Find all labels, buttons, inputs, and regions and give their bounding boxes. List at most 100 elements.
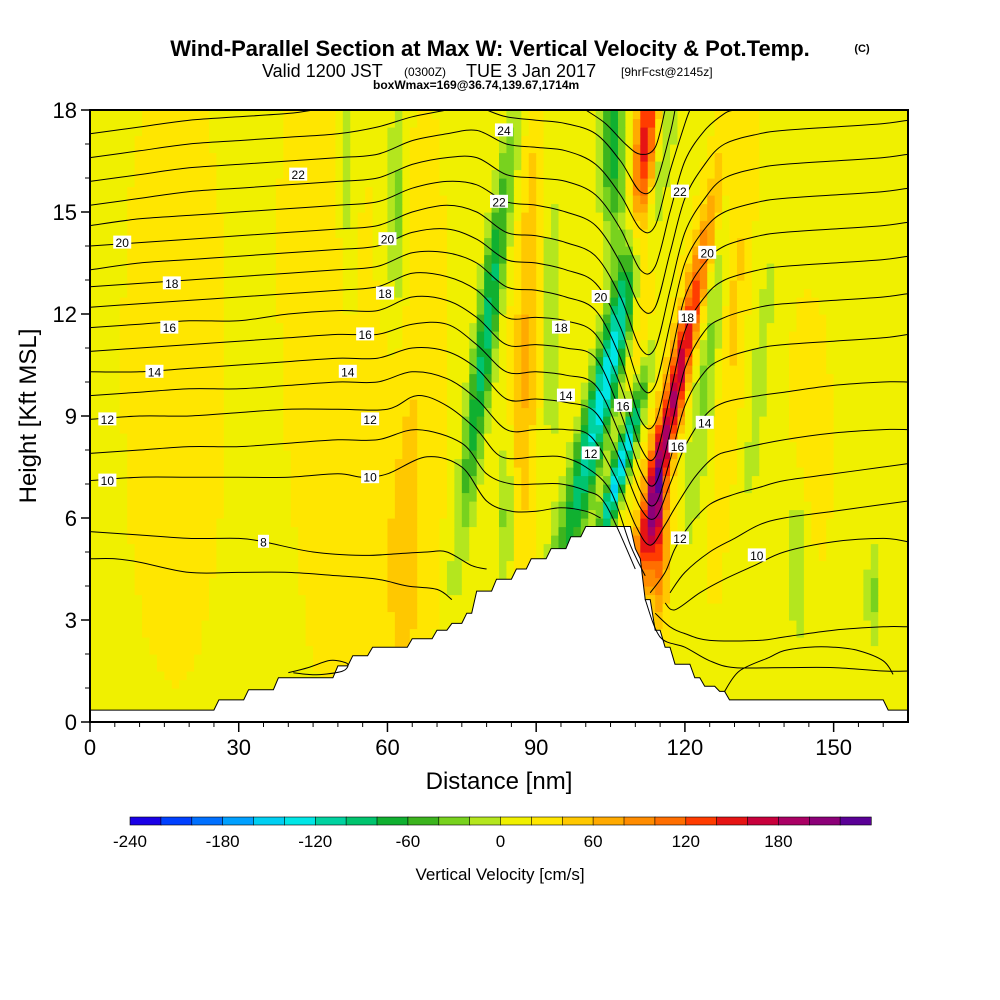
w-cell [186,552,195,562]
w-cell [692,382,701,392]
w-cell [640,526,649,536]
w-cell [885,458,894,468]
w-cell [253,603,262,613]
w-cell [327,637,336,647]
w-cell [298,552,307,562]
w-cell [424,586,433,596]
w-cell [759,628,768,638]
w-cell [885,518,894,528]
w-cell [335,407,344,417]
w-cell [156,535,165,545]
w-cell [417,552,426,562]
w-cell [275,526,284,536]
w-cell [900,509,908,519]
w-cell [231,373,240,383]
w-cell [275,577,284,587]
w-cell [744,467,753,477]
w-cell [714,535,723,545]
w-cell [164,450,173,460]
w-cell [231,492,240,502]
w-cell [342,620,351,630]
w-cell [216,433,225,443]
w-cell [677,433,686,443]
w-cell [439,365,448,375]
w-cell [246,433,255,443]
w-cell [268,331,277,341]
w-cell [372,433,381,443]
w-cell [90,416,99,426]
w-cell [238,433,247,443]
w-cell [803,407,812,417]
w-cell [164,390,173,400]
w-cell [90,637,99,647]
w-cell [290,441,299,451]
w-cell [432,484,441,494]
w-cell [699,484,708,494]
w-cell [833,441,842,451]
w-cell [290,645,299,655]
w-cell [298,543,307,553]
w-cell [208,560,218,570]
w-cell [261,331,270,341]
w-cell [714,433,723,443]
w-cell [409,577,418,587]
w-cell [707,577,716,587]
w-cell [870,382,879,392]
w-cell [617,365,627,375]
w-cell [655,611,664,621]
w-cell [164,577,173,587]
w-cell [796,577,805,587]
w-cell [394,594,403,604]
w-cell [558,365,567,375]
w-cell [789,577,798,587]
w-cell [729,688,738,698]
w-cell [595,467,604,477]
w-cell [632,501,641,511]
w-cell [528,399,537,409]
w-cell [469,433,478,443]
w-cell [625,390,634,400]
w-cell [231,586,240,596]
w-cell [268,509,277,519]
w-cell [164,373,173,383]
w-cell [900,501,908,511]
w-cell [625,441,634,451]
w-cell [893,654,902,664]
w-cell [677,543,686,553]
w-cell [818,594,827,604]
w-cell [774,348,783,358]
w-cell [461,603,470,613]
w-cell [617,492,627,502]
w-cell [365,348,374,358]
w-cell [774,671,783,681]
w-cell [573,518,582,528]
w-cell [253,662,262,672]
w-cell [870,671,879,681]
w-cell [878,458,887,468]
w-cell [164,586,173,596]
w-cell [387,569,396,579]
w-cell [803,518,812,528]
w-cell [179,671,188,681]
w-cell [513,501,522,511]
w-cell [432,586,441,596]
w-cell [342,586,351,596]
w-cell [253,339,262,349]
w-cell [521,441,530,451]
w-cell [863,373,872,383]
w-cell [573,433,582,443]
w-cell [313,450,322,460]
w-cell [261,382,270,392]
w-cell [603,501,612,511]
w-cell [365,603,374,613]
w-cell [870,407,879,417]
w-cell [201,637,210,647]
w-cell [156,671,165,681]
w-cell [818,484,827,494]
w-cell [781,467,790,477]
w-cell [736,603,745,613]
w-cell [751,339,760,349]
w-cell [803,543,812,553]
w-cell [246,620,255,630]
w-cell [751,535,760,545]
